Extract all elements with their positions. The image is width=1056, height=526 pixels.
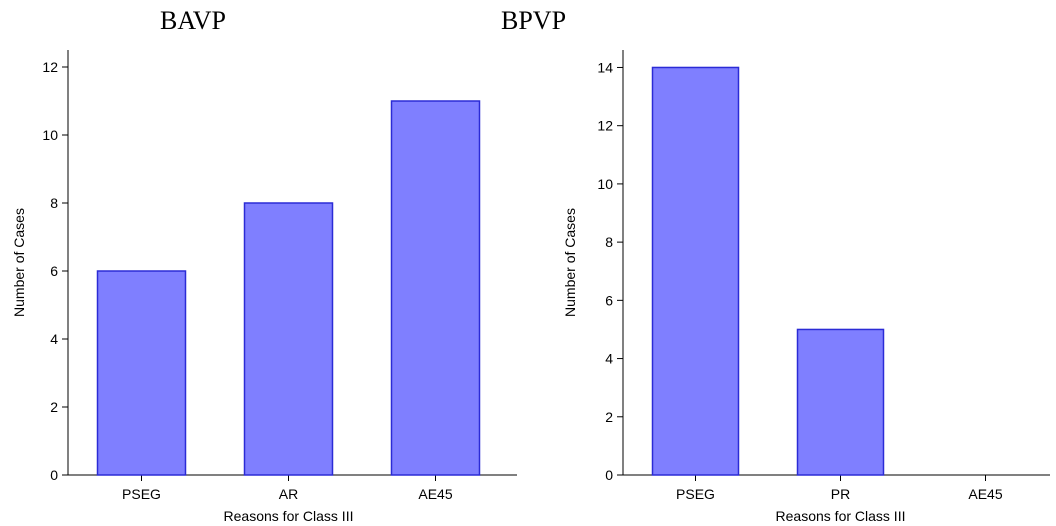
x-axis-label: Reasons for Class III (224, 508, 354, 524)
x-tick-label: AE45 (418, 486, 452, 502)
y-tick-label: 8 (605, 234, 613, 250)
chart-bpvp: 0 2 4 6 8 10 12 14 PSEG PR AE45 Reasons for Class I… (562, 50, 1050, 524)
y-axis-label: Number of Cases (11, 208, 27, 317)
y-tick-label: 4 (605, 351, 613, 367)
y-tick-label: 0 (50, 467, 58, 483)
y-tick-label: 10 (42, 127, 58, 143)
y-tick-label: 4 (50, 331, 58, 347)
chart-title-bavp: BAVP (160, 6, 227, 35)
y-tick-label: 6 (50, 263, 58, 279)
y-tick-label: 10 (597, 176, 613, 192)
x-axis-label: Reasons for Class III (776, 508, 906, 524)
x-tick-label: PSEG (676, 486, 715, 502)
y-axis-label: Number of Cases (562, 208, 578, 317)
y-tick-label: 2 (50, 399, 58, 415)
x-tick-label: PSEG (122, 486, 161, 502)
x-tick-label: AR (279, 486, 298, 502)
bar-pr (796, 328, 885, 476)
bar-pseg (96, 270, 187, 476)
bar-pseg (651, 66, 740, 476)
y-tick-label: 6 (605, 292, 613, 308)
x-tick-label: AE45 (968, 486, 1002, 502)
chart-title-bpvp: BPVP (501, 6, 567, 35)
y-tick-label: 8 (50, 195, 58, 211)
x-tick-label: PR (831, 486, 850, 502)
bar-ae45 (390, 100, 481, 476)
y-tick-label: 12 (597, 118, 613, 134)
y-tick-label: 14 (597, 59, 613, 75)
y-tick-label: 2 (605, 409, 613, 425)
bar-ar (243, 202, 334, 476)
chart-bavp: 0 2 4 6 8 10 12 PSEG AR AE45 Reasons for Class III… (11, 50, 517, 524)
y-tick-label: 12 (42, 59, 58, 75)
y-tick-label: 0 (605, 467, 613, 483)
